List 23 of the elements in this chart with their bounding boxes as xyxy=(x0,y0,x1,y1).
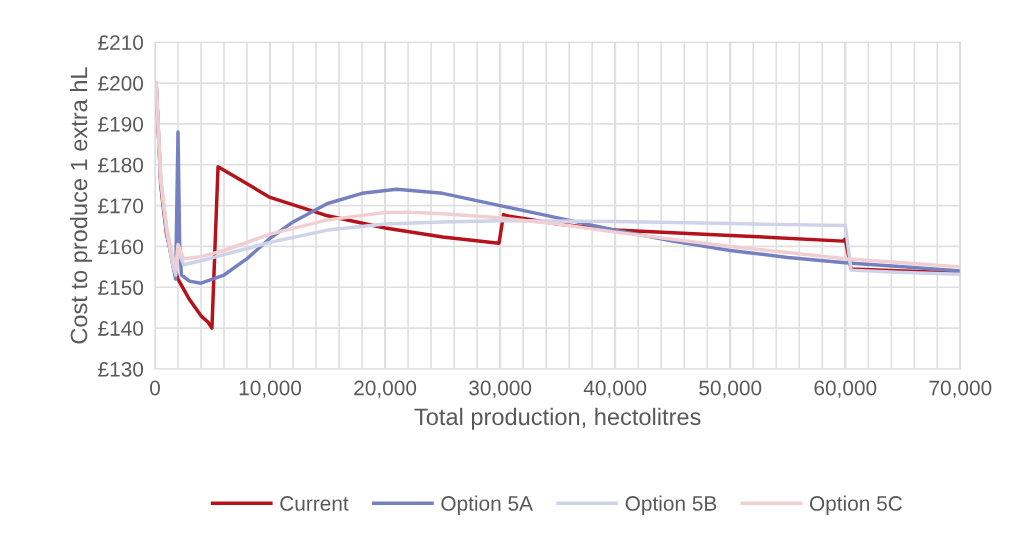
x-tick-label: 20,000 xyxy=(354,380,417,398)
x-tick-label: 70,000 xyxy=(929,380,992,398)
legend-label: Current xyxy=(280,496,349,511)
y-tick-label: £180 xyxy=(98,157,144,173)
y-tick-label: £210 xyxy=(98,35,144,50)
x-tick-label: 10,000 xyxy=(239,380,302,398)
x-tick-label: 0 xyxy=(150,380,160,396)
x-tick-label: 40,000 xyxy=(583,380,647,398)
x-tick-label: 50,000 xyxy=(699,380,762,398)
x-tick-label: 30,000 xyxy=(469,380,532,398)
legend-label: Option 5C xyxy=(809,495,902,515)
y-axis-title: Cost to produce 1 extra hL xyxy=(69,67,92,344)
legend-label: Option 5B xyxy=(625,495,717,515)
y-tick-label: £140 xyxy=(98,321,144,336)
x-axis-title: Total production, hectolitres xyxy=(414,407,701,430)
y-tick-label: £170 xyxy=(98,198,144,214)
y-tick-label: £190 xyxy=(98,116,144,132)
legend-label: Option 5A xyxy=(441,495,533,515)
y-tick-label: £200 xyxy=(98,76,144,91)
y-tick-label: £150 xyxy=(98,280,144,296)
y-tick-label: £160 xyxy=(98,239,144,255)
x-tick-label: 60,000 xyxy=(814,380,877,398)
y-tick-label: £130 xyxy=(98,361,144,377)
